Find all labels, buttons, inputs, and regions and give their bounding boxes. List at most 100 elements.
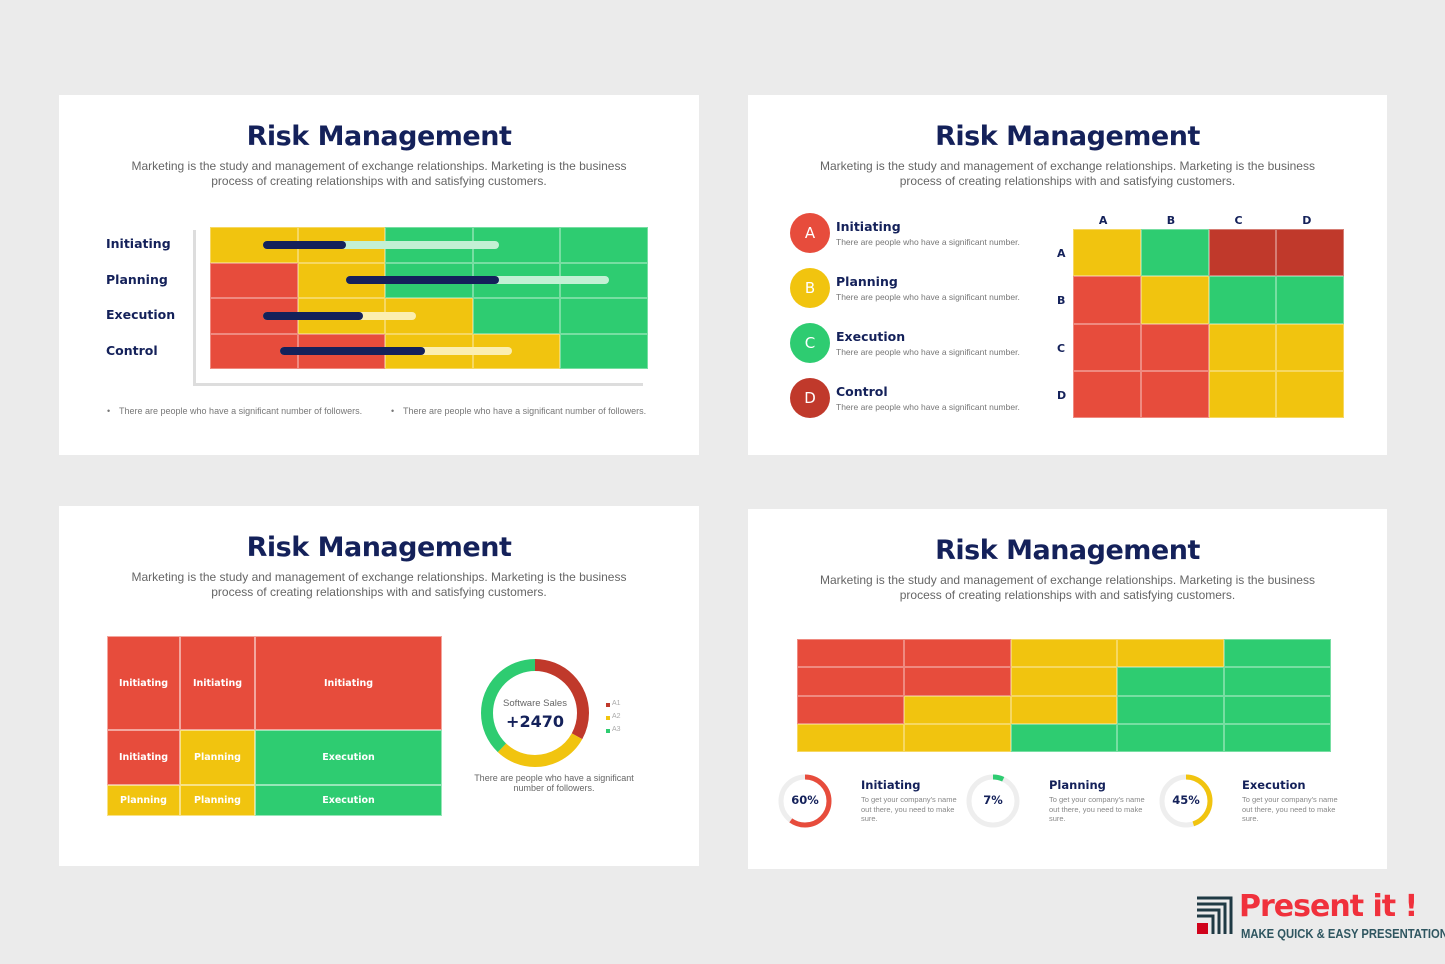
progress-label: Planning — [1049, 778, 1106, 792]
bar-track — [262, 240, 500, 249]
logo-icon — [1197, 896, 1233, 934]
legend-swatch — [606, 703, 610, 707]
heat-cell — [797, 695, 904, 724]
treemap-cell: Initiating — [255, 636, 442, 730]
heat-cell — [797, 639, 904, 668]
slide-gantt: Risk Management Marketing is the study a… — [59, 95, 699, 455]
slide-subtitle: Marketing is the study and management of… — [131, 159, 627, 188]
bullet-icon: • — [391, 406, 395, 416]
row-header: D — [1057, 388, 1067, 402]
bullet-icon: • — [107, 406, 111, 416]
brand-name: Present it ! — [1239, 889, 1418, 924]
slide-title: Risk Management — [246, 532, 512, 563]
treemap-cell: Initiating — [180, 636, 255, 730]
col-header: D — [1302, 214, 1312, 227]
item-label: Execution — [836, 329, 906, 344]
donut-chart — [481, 659, 589, 767]
donut-caption: There are people who have a significant … — [474, 773, 634, 793]
col-header: A — [1098, 214, 1108, 227]
matrix-cell — [1140, 276, 1209, 324]
row-label: Control — [106, 342, 158, 358]
heat-cell — [1117, 639, 1225, 668]
bullet-note: There are people who have a significant … — [119, 406, 363, 416]
slide-subtitle: Marketing is the study and management of… — [131, 570, 627, 599]
heat-cell — [1117, 667, 1225, 696]
heat-cell — [560, 227, 648, 263]
progress-ring — [778, 774, 832, 828]
matrix-cell — [1208, 276, 1277, 324]
progress-desc: To get your company's name out there, yo… — [1049, 795, 1145, 823]
treemap-cell: Initiating — [107, 730, 180, 785]
slide-subtitle: Marketing is the study and management of… — [820, 159, 1315, 188]
matrix-cell — [1276, 370, 1345, 419]
letter-badge: A — [790, 213, 830, 253]
matrix-cell — [1276, 323, 1345, 371]
treemap-cell: Planning — [107, 785, 180, 816]
progress-desc: To get your company's name out there, yo… — [861, 795, 957, 823]
slide-title: Risk Management — [935, 121, 1200, 152]
row-header: A — [1057, 247, 1066, 260]
treemap-cell: Planning — [180, 730, 255, 785]
item-desc: There are people who have a significant … — [836, 292, 1020, 302]
heat-cell — [472, 298, 561, 334]
heat-cell — [1010, 695, 1118, 724]
heat-cell — [1010, 639, 1118, 668]
item-label: Planning — [836, 274, 898, 289]
slide-risk-matrix: Risk Management Marketing is the study a… — [748, 95, 1387, 455]
heat-cell — [560, 333, 648, 369]
brand-tagline: MAKE QUICK & EASY PRESENTATIONS — [1241, 927, 1445, 941]
progress-value: 45% — [1172, 793, 1200, 807]
bar-progress — [262, 311, 364, 320]
heat-cell — [903, 667, 1011, 696]
progress-value: 7% — [983, 793, 1003, 807]
matrix-cell — [1208, 229, 1277, 277]
matrix-cell — [1073, 276, 1141, 324]
donut-value: +2470 — [506, 712, 564, 731]
heat-cell — [1117, 723, 1225, 753]
matrix-cell — [1140, 370, 1209, 419]
slide-title: Risk Management — [246, 121, 512, 152]
legend-label: A1 — [612, 700, 621, 707]
legend-swatch — [606, 716, 610, 720]
legend-swatch — [606, 729, 610, 733]
heat-cell — [903, 695, 1011, 724]
heat-cell — [1117, 695, 1225, 724]
row-label: Execution — [106, 307, 176, 322]
heat-cell — [210, 262, 298, 298]
heat-cell — [1224, 639, 1331, 668]
brand-logo: Present it ! MAKE QUICK & EASY PRESENTAT… — [1195, 889, 1445, 943]
row-label: Initiating — [106, 236, 171, 251]
heat-cell — [1224, 723, 1331, 753]
heat-cell — [1224, 695, 1331, 724]
item-desc: There are people who have a significant … — [836, 347, 1020, 357]
legend-label: A3 — [612, 726, 621, 733]
progress-ring — [1159, 774, 1213, 828]
heat-cell — [1010, 667, 1118, 696]
treemap-cell: Planning — [180, 785, 255, 816]
row-label: Planning — [106, 271, 168, 287]
matrix-cell — [1140, 229, 1209, 277]
col-header: C — [1234, 214, 1243, 227]
slide-subtitle: Marketing is the study and management of… — [820, 573, 1315, 602]
heat-cell — [472, 227, 561, 263]
slide-progress: Risk Management Marketing is the study a… — [748, 509, 1387, 869]
item-desc: There are people who have a significant … — [836, 237, 1020, 247]
matrix-cell — [1276, 276, 1345, 324]
matrix-cell — [1073, 229, 1141, 277]
progress-value: 60% — [791, 793, 819, 807]
donut-segment — [481, 659, 589, 767]
matrix-cell — [1140, 323, 1209, 371]
row-header: B — [1057, 294, 1066, 308]
legend-label: A2 — [612, 713, 621, 720]
bar-progress — [262, 240, 346, 249]
treemap-cell: Execution — [255, 730, 442, 785]
treemap-cell: Initiating — [107, 636, 180, 730]
heat-cell — [1010, 723, 1118, 753]
y-axis — [193, 230, 196, 385]
heat-cell — [1224, 667, 1331, 696]
item-label: Initiating — [836, 219, 901, 234]
matrix-cell — [1276, 229, 1345, 277]
donut-label: Software Sales — [503, 698, 567, 709]
item-desc: There are people who have a significant … — [836, 402, 1020, 412]
bar-progress — [345, 276, 500, 285]
